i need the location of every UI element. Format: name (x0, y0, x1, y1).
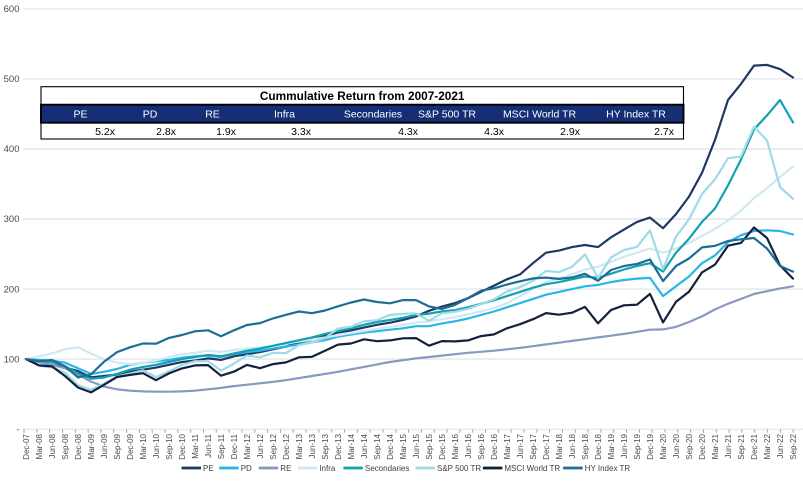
svg-text:Dec-09: Dec-09 (126, 433, 135, 459)
svg-text:PE: PE (73, 109, 87, 121)
svg-text:RE: RE (205, 109, 220, 121)
svg-text:Jun-12: Jun-12 (256, 433, 265, 458)
svg-text:Dec-16: Dec-16 (490, 433, 499, 459)
svg-text:Jun-19: Jun-19 (620, 433, 629, 458)
svg-text:MSCI World TR: MSCI World TR (503, 109, 577, 121)
svg-text:Dec-18: Dec-18 (594, 433, 603, 459)
svg-text:Mar-14: Mar-14 (347, 433, 356, 459)
svg-text:Jun-14: Jun-14 (360, 433, 369, 458)
svg-text:600: 600 (4, 4, 20, 15)
svg-text:Sep-19: Sep-19 (633, 433, 642, 459)
svg-text:Mar-18: Mar-18 (555, 433, 564, 459)
svg-text:4.3x: 4.3x (484, 126, 505, 138)
svg-text:Sep-12: Sep-12 (269, 433, 278, 459)
svg-text:Mar-20: Mar-20 (659, 433, 668, 459)
svg-text:Sep-13: Sep-13 (321, 433, 330, 459)
svg-text:1.9x: 1.9x (216, 126, 237, 138)
svg-text:Dec-08: Dec-08 (74, 433, 83, 459)
svg-text:Dec-11: Dec-11 (230, 433, 239, 459)
svg-text:Jun-21: Jun-21 (724, 433, 733, 458)
svg-text:Mar-17: Mar-17 (503, 433, 512, 459)
svg-text:400: 400 (4, 144, 20, 155)
svg-text:Dec-17: Dec-17 (542, 433, 551, 459)
svg-text:Mar-19: Mar-19 (607, 433, 616, 459)
svg-text:Jun-10: Jun-10 (152, 433, 161, 458)
svg-text:Jun-15: Jun-15 (412, 433, 421, 458)
svg-text:Cummulative Return from 2007-2: Cummulative Return from 2007-2021 (260, 89, 465, 103)
svg-text:Dec-12: Dec-12 (282, 433, 291, 459)
svg-text:Secondaries: Secondaries (344, 109, 402, 121)
svg-text:Infra: Infra (319, 464, 336, 473)
svg-text:Dec-13: Dec-13 (334, 433, 343, 459)
svg-text:Sep-21: Sep-21 (737, 433, 746, 459)
svg-text:S&P 500 TR: S&P 500 TR (437, 464, 481, 473)
svg-text:Mar-10: Mar-10 (139, 433, 148, 459)
svg-text:300: 300 (4, 214, 20, 225)
svg-text:Mar-15: Mar-15 (399, 433, 408, 459)
svg-text:3.3x: 3.3x (291, 126, 312, 138)
svg-text:200: 200 (4, 284, 20, 295)
svg-text:500: 500 (4, 74, 20, 85)
svg-text:Jun-18: Jun-18 (568, 433, 577, 458)
svg-text:Dec-19: Dec-19 (646, 433, 655, 459)
svg-text:Jun-20: Jun-20 (672, 433, 681, 458)
svg-text:Mar-09: Mar-09 (87, 433, 96, 459)
svg-text:Mar-22: Mar-22 (763, 433, 772, 459)
svg-text:Jun-13: Jun-13 (308, 433, 317, 458)
svg-text:Dec-20: Dec-20 (698, 433, 707, 459)
svg-text:Sep-10: Sep-10 (165, 433, 174, 459)
svg-text:Mar-08: Mar-08 (35, 433, 44, 459)
svg-text:Mar-13: Mar-13 (295, 433, 304, 459)
svg-text:Mar-12: Mar-12 (243, 433, 252, 459)
svg-text:Sep-11: Sep-11 (217, 433, 226, 459)
svg-text:Jun-08: Jun-08 (48, 433, 57, 458)
svg-text:S&P 500 TR: S&P 500 TR (418, 109, 476, 121)
svg-text:Jun-17: Jun-17 (516, 433, 525, 458)
svg-text:Sep-17: Sep-17 (529, 433, 538, 459)
svg-text:2.8x: 2.8x (156, 126, 177, 138)
svg-text:Sep-09: Sep-09 (113, 433, 122, 459)
svg-text:Infra: Infra (274, 109, 295, 121)
svg-text:Jun-16: Jun-16 (464, 433, 473, 458)
svg-text:Sep-08: Sep-08 (61, 433, 70, 459)
svg-text:Sep-20: Sep-20 (685, 433, 694, 459)
svg-text:Sep-14: Sep-14 (373, 433, 382, 459)
svg-text:Mar-21: Mar-21 (711, 433, 720, 459)
svg-text:2.7x: 2.7x (654, 126, 675, 138)
svg-text:Dec-14: Dec-14 (386, 433, 395, 459)
svg-text:PE: PE (203, 464, 214, 473)
svg-text:Dec-10: Dec-10 (178, 433, 187, 459)
svg-text:Secondaries: Secondaries (365, 464, 409, 473)
svg-text:RE: RE (280, 464, 291, 473)
svg-text:Sep-16: Sep-16 (477, 433, 486, 459)
svg-text:Dec-15: Dec-15 (438, 433, 447, 459)
svg-text:Sep-15: Sep-15 (425, 433, 434, 459)
svg-text:HY Index TR: HY Index TR (606, 109, 666, 121)
svg-text:5.2x: 5.2x (95, 126, 116, 138)
svg-text:100: 100 (4, 354, 20, 365)
svg-text:HY Index TR: HY Index TR (585, 464, 631, 473)
svg-text:Sep-18: Sep-18 (581, 433, 590, 459)
svg-text:Dec-21: Dec-21 (750, 433, 759, 459)
svg-text:MSCI World TR: MSCI World TR (504, 464, 560, 473)
svg-text:Dec-07: Dec-07 (22, 433, 31, 459)
svg-text:PD: PD (143, 109, 158, 121)
svg-text:-: - (16, 424, 19, 435)
svg-text:Jun-09: Jun-09 (100, 433, 109, 458)
svg-text:Mar-16: Mar-16 (451, 433, 460, 459)
svg-text:Mar-11: Mar-11 (191, 433, 200, 458)
svg-text:PD: PD (241, 464, 252, 473)
svg-text:Jun-11: Jun-11 (204, 433, 213, 457)
svg-text:4.3x: 4.3x (398, 126, 419, 138)
svg-text:2.9x: 2.9x (560, 126, 581, 138)
svg-text:Jun-22: Jun-22 (776, 433, 785, 458)
svg-text:Sep-22: Sep-22 (789, 433, 798, 459)
